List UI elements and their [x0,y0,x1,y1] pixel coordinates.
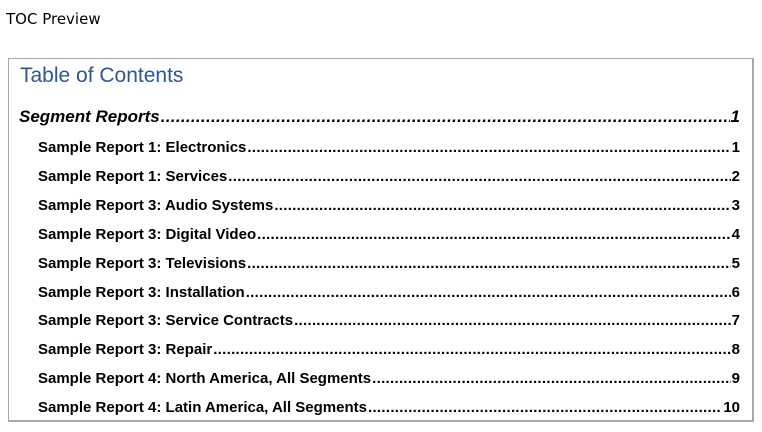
toc-entry[interactable]: Sample Report 1: Electronics 1 [38,139,740,156]
toc-entry-page: 1 [730,107,740,126]
toc-entry-label: Segment Reports [19,107,160,126]
toc-entry-label: Sample Report 3: Service Contracts [38,312,294,330]
toc-entry[interactable]: Sample Report 3: Audio Systems 3 [38,197,740,214]
toc-entry[interactable]: Sample Report 4: North America, All Segm… [38,370,740,387]
toc-preview-box: Table of Contents Segment Reports 1 Samp… [8,58,754,422]
toc-entry[interactable]: Sample Report 3: Repair 8 [38,341,740,358]
dot-leader [161,107,730,127]
toc-entry-label: Sample Report 4: Latin America, All Segm… [38,399,367,417]
dot-leader [247,255,731,272]
toc-entry-label: Sample Report 3: Digital Video [38,225,257,243]
toc-entry-label: Sample Report 1: Services [38,167,228,185]
dot-leader [228,168,730,185]
toc-entry[interactable]: Sample Report 3: Digital Video 4 [38,226,740,243]
dot-leader [213,341,730,358]
toc-entry[interactable]: Sample Report 3: Installation 6 [38,284,740,301]
toc-entry-label: Sample Report 3: Repair [38,341,213,359]
toc-entry-page: 3 [731,196,740,214]
toc-entry-page: 1 [731,139,740,156]
dot-leader [274,197,730,214]
toc-entry-page: 2 [731,167,740,185]
toc-entry-page: 8 [731,341,740,359]
dot-leader [257,226,731,243]
toc-entry[interactable]: Sample Report 3: Televisions 5 [38,255,740,272]
toc-entry-label: Sample Report 1: Electronics [38,139,247,156]
preview-caption: TOC Preview [6,10,101,28]
toc-entry-page: 5 [731,254,740,272]
dot-leader [246,284,731,301]
dot-leader [247,139,730,156]
toc-entry-label: Sample Report 3: Installation [38,283,245,301]
dot-leader [294,312,731,329]
toc-entry-page: 4 [731,225,740,243]
toc-heading-entry[interactable]: Segment Reports 1 [19,107,740,127]
toc-entry-label: Sample Report 4: North America, All Segm… [38,370,372,388]
toc-entry-page: 7 [731,312,740,330]
toc-entry-page: 9 [731,370,740,388]
toc-entry[interactable]: Sample Report 3: Service Contracts 7 [38,312,740,329]
toc-entry-label: Sample Report 3: Televisions [38,254,247,272]
toc-entry[interactable]: Sample Report 4: Latin America, All Segm… [38,399,740,416]
toc-title: Table of Contents [20,64,184,87]
toc-entry-page: 10 [723,399,740,417]
toc-entry-label: Sample Report 3: Audio Systems [38,196,274,214]
toc-entry[interactable]: Sample Report 1: Services 2 [38,168,740,185]
dot-leader [368,399,722,416]
toc-entry-page: 6 [731,283,740,301]
dot-leader [372,370,731,387]
